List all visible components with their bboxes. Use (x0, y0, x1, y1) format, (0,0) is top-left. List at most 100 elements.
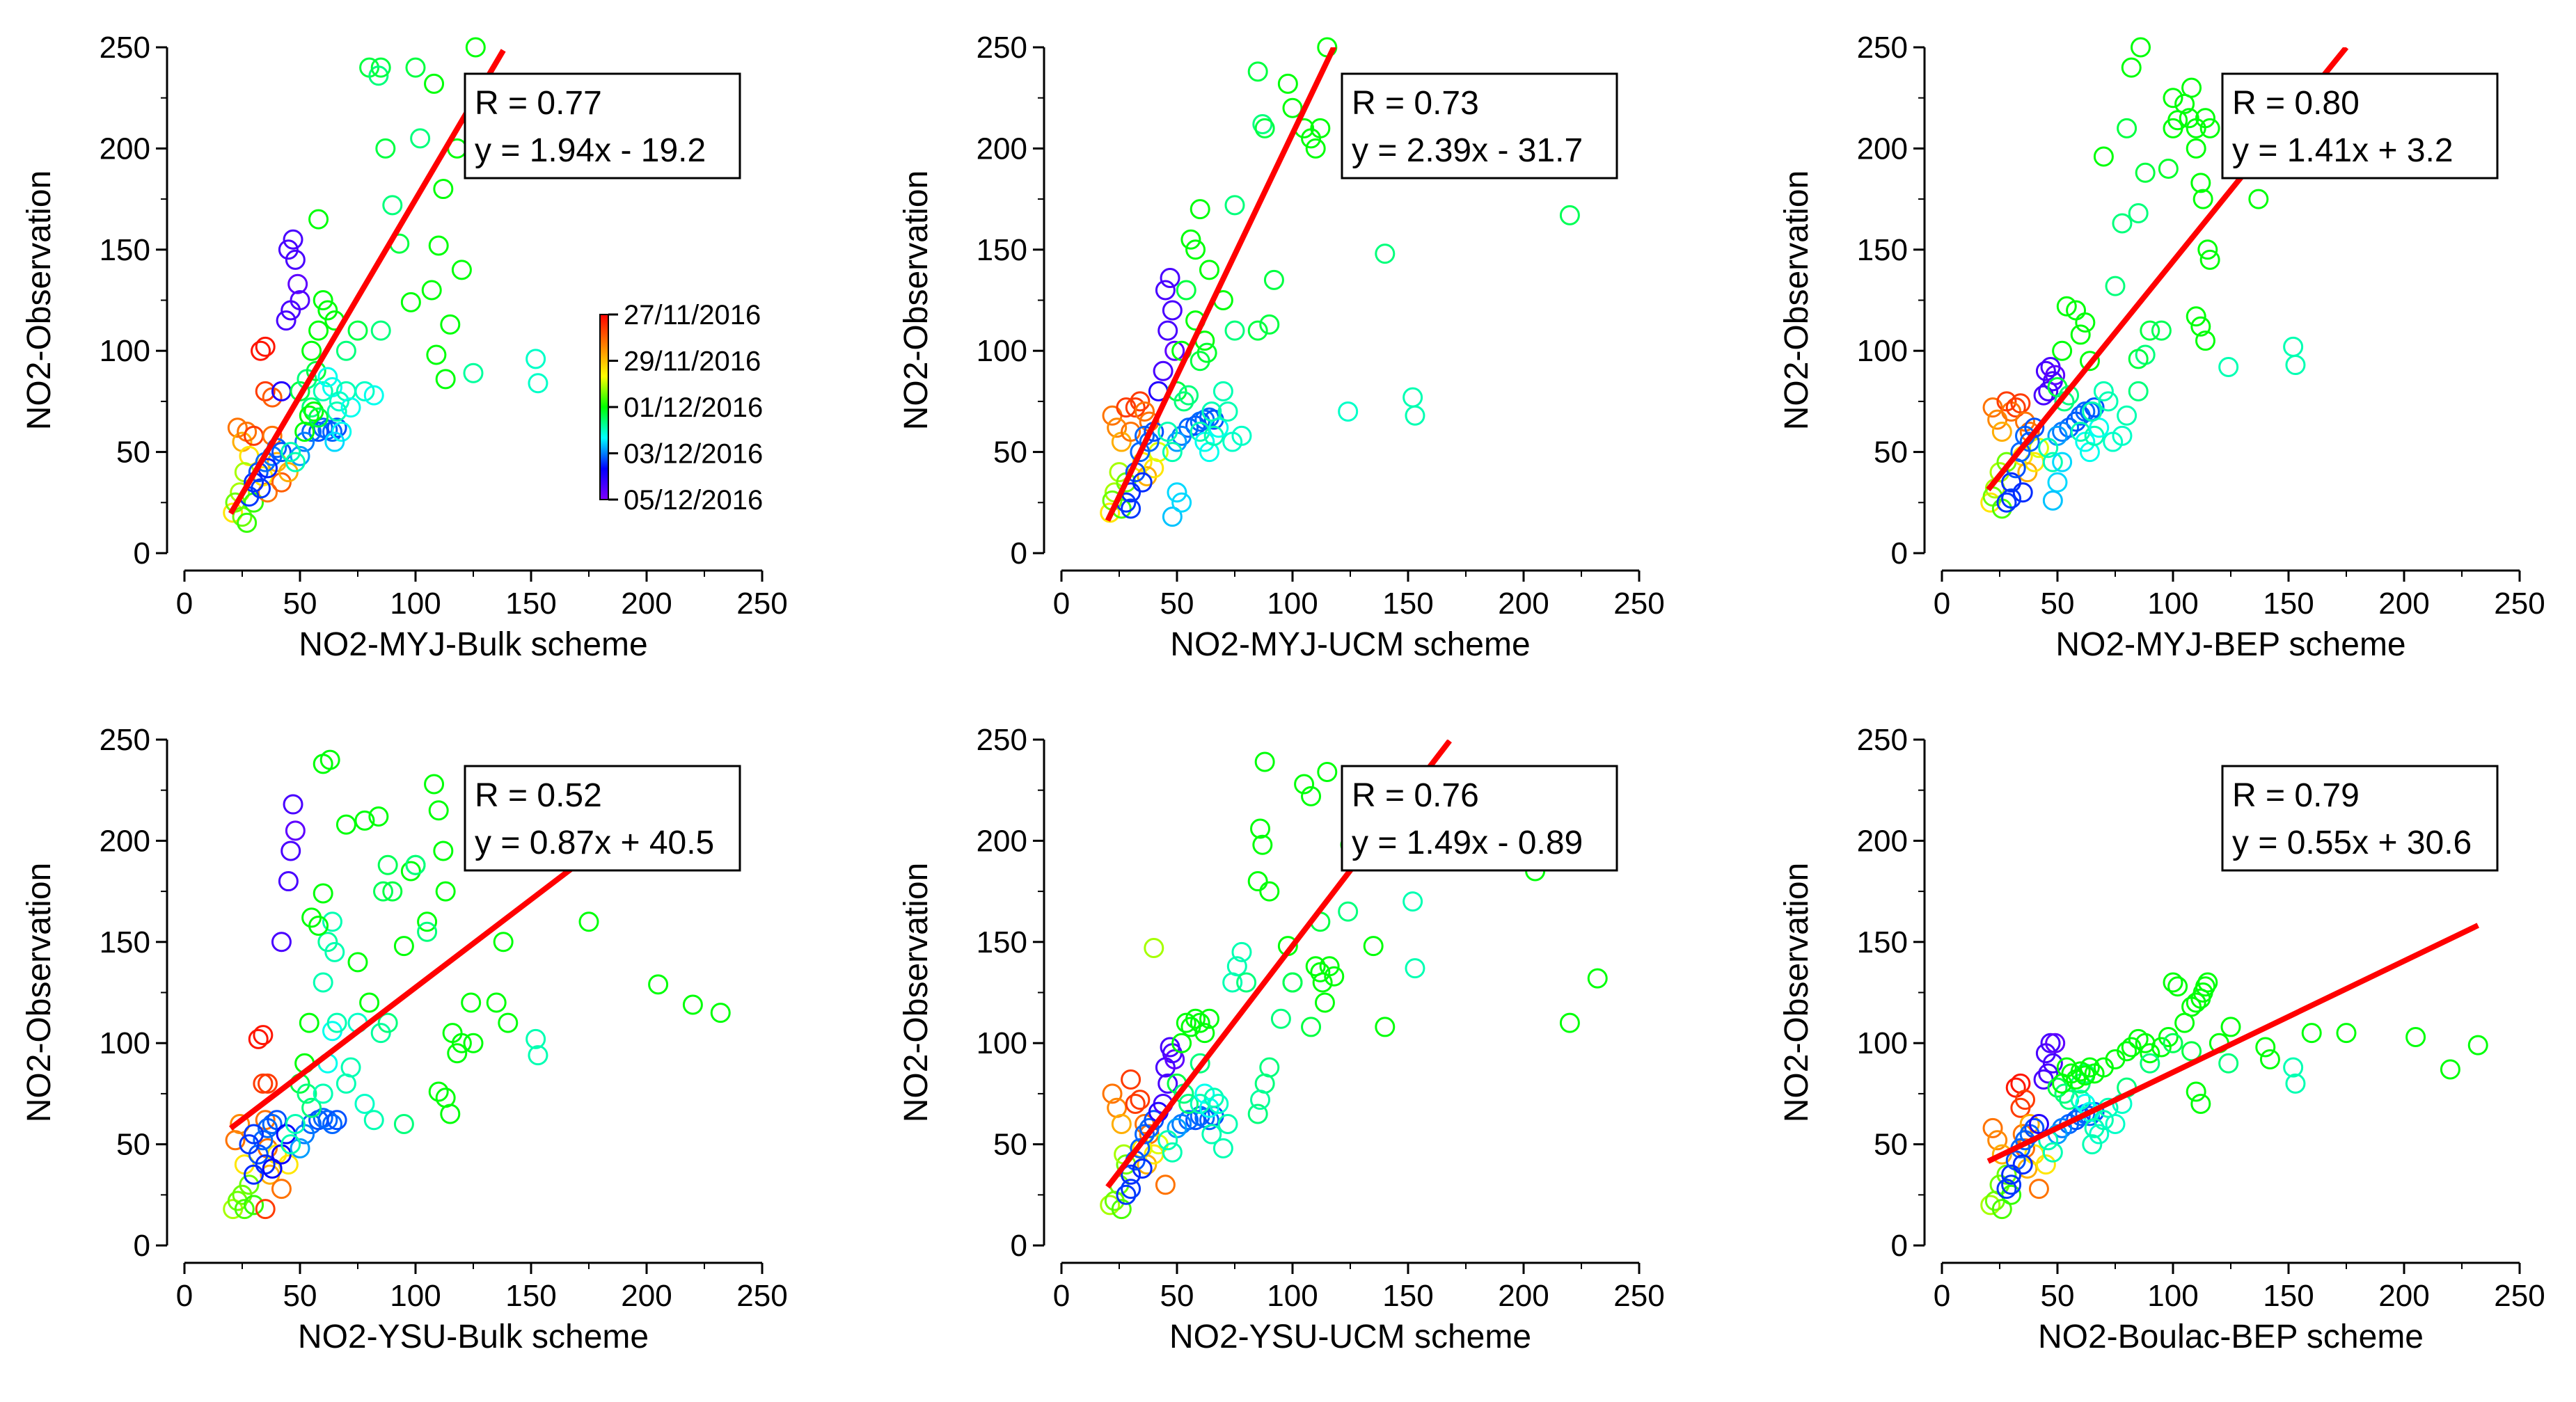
data-point (267, 1110, 287, 1131)
data-point (2089, 1124, 2110, 1145)
data-point (359, 992, 380, 1013)
data-point (1338, 401, 1359, 422)
regression-equation: y = 1.41x + 3.2 (2232, 132, 2453, 169)
y-tick-label: 0 (134, 1229, 150, 1263)
y-axis-label: NO2-Observation (21, 170, 58, 430)
data-point (2093, 1110, 2114, 1131)
data-point (2283, 336, 2304, 357)
x-tick-label: 0 (1934, 1279, 1950, 1313)
data-point (1180, 229, 1201, 250)
x-tick-label: 100 (390, 1279, 441, 1313)
data-point (424, 774, 445, 795)
y-tick-label: 200 (100, 824, 150, 858)
data-point (393, 1114, 414, 1135)
data-point (1125, 397, 1146, 418)
data-point (317, 932, 338, 953)
y-tick-label: 100 (1857, 334, 1908, 368)
data-point (313, 883, 333, 904)
y-axis-label: NO2-Observation (1778, 170, 1815, 430)
data-point (308, 407, 329, 428)
data-point (1178, 385, 1199, 406)
data-point (1212, 1138, 1233, 1158)
data-point (255, 381, 276, 401)
data-point (1155, 280, 1176, 301)
data-point (2181, 77, 2202, 98)
data-point (1224, 320, 1245, 341)
data-point (255, 1199, 276, 1220)
regression-line (228, 818, 637, 1131)
data-point (1247, 871, 1268, 892)
y-tick-label: 100 (100, 1026, 150, 1060)
data-point (428, 1081, 449, 1102)
data-point (528, 1045, 548, 1066)
data-point (440, 1104, 461, 1124)
data-point (283, 229, 303, 250)
y-tick-label: 50 (1874, 436, 1908, 470)
data-point (1270, 1008, 1291, 1029)
data-point (2440, 1059, 2460, 1080)
x-tick-label: 200 (2378, 1279, 2429, 1313)
scatter-panel-6: 0 50 100 150 200 250 0 50 100 150 200 250 NO2-Boulac… (1778, 723, 2545, 1355)
data-point (2151, 320, 2172, 341)
data-point (2117, 405, 2138, 426)
data-point (382, 195, 403, 216)
data-point (1402, 387, 1423, 408)
y-tick-label: 50 (993, 1128, 1027, 1162)
data-point (368, 806, 389, 827)
data-point (1277, 73, 1298, 94)
x-tick-label: 250 (2494, 587, 2545, 621)
data-point (299, 1012, 319, 1033)
data-point (276, 310, 297, 331)
data-point (2158, 158, 2179, 179)
data-point (1157, 1073, 1178, 1094)
x-tick-label: 200 (621, 1279, 672, 1313)
data-point (2117, 118, 2138, 138)
data-point (301, 340, 322, 361)
data-point (2042, 1053, 2063, 1074)
data-point (1305, 138, 1326, 159)
data-point (1259, 881, 1280, 902)
data-point (1102, 405, 1123, 426)
data-point (1176, 1012, 1196, 1033)
data-point (1102, 1083, 1123, 1104)
data-point (1314, 992, 1335, 1013)
data-point (2179, 108, 2199, 129)
data-point (326, 417, 347, 438)
x-tick-label: 0 (176, 1279, 193, 1313)
data-point (306, 360, 326, 381)
x-tick-label: 100 (1267, 587, 1318, 621)
data-point (2248, 189, 2269, 209)
data-point (294, 431, 315, 452)
data-point (1174, 391, 1194, 412)
regression-equation: y = 0.55x + 30.6 (2232, 825, 2472, 861)
regression-equation: y = 0.87x + 40.5 (475, 825, 714, 861)
data-point (1317, 762, 1338, 783)
data-point (440, 314, 461, 335)
data-point (463, 363, 484, 383)
data-point (287, 273, 308, 294)
data-point (1171, 1114, 1192, 1135)
stats-box (1341, 765, 1618, 872)
data-point (1250, 1090, 1271, 1110)
data-point (1111, 1114, 1132, 1135)
data-point (1130, 1138, 1151, 1158)
data-point (2181, 1041, 2202, 1062)
x-tick-label: 150 (505, 587, 556, 621)
data-point (2082, 1134, 2103, 1155)
data-point (493, 932, 514, 953)
data-point (2195, 976, 2215, 997)
data-point (2001, 472, 2022, 493)
y-tick-label: 250 (100, 723, 150, 757)
data-point (2093, 381, 2114, 401)
x-tick-label: 150 (2263, 587, 2314, 621)
data-point (1111, 1199, 1132, 1220)
y-tick-label: 200 (100, 132, 150, 166)
y-tick-label: 150 (100, 233, 150, 267)
data-point (280, 442, 301, 463)
correlation-label: R = 0.80 (2232, 85, 2360, 122)
y-tick-label: 200 (1857, 132, 1908, 166)
data-point (2218, 356, 2239, 377)
data-point (2112, 213, 2133, 234)
data-point (299, 405, 319, 426)
data-point (322, 911, 342, 932)
